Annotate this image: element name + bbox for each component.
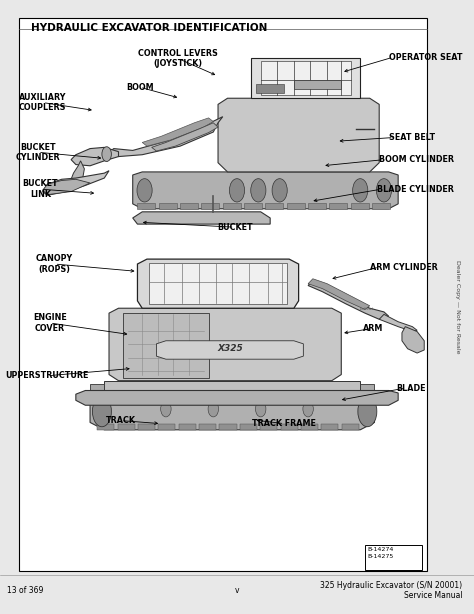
Bar [301,424,318,430]
Ellipse shape [208,401,219,417]
Text: BUCKET
CYLINDER: BUCKET CYLINDER [16,142,60,162]
Text: ARM CYLINDER: ARM CYLINDER [370,263,438,271]
Text: B-14275: B-14275 [367,554,393,559]
Bar [159,203,177,209]
Ellipse shape [376,179,392,202]
Text: BLADE CYLINDER: BLADE CYLINDER [377,185,454,193]
Bar [137,203,155,209]
Bar [329,203,347,209]
Text: v: v [235,586,239,595]
Ellipse shape [137,179,152,202]
Text: ARM: ARM [363,324,383,333]
Polygon shape [156,341,303,359]
Polygon shape [294,80,341,89]
Polygon shape [251,58,360,98]
Text: UPPERSTRUCTURE: UPPERSTRUCTURE [6,371,89,380]
Bar [256,84,284,93]
Bar [351,203,369,209]
Text: CANOPY
(ROPS): CANOPY (ROPS) [36,254,73,274]
Text: TRACK FRAME: TRACK FRAME [253,419,316,428]
Ellipse shape [353,179,368,202]
Text: ENGINE
COVER: ENGINE COVER [33,313,67,333]
Bar [97,424,114,430]
Polygon shape [71,147,118,166]
Bar [321,424,338,430]
Bar [179,424,196,430]
Text: AUXILIARY
COUPLERS: AUXILIARY COUPLERS [19,93,66,112]
Text: CONTROL LEVERS
(JOYSTICK): CONTROL LEVERS (JOYSTICK) [138,49,218,68]
Polygon shape [109,308,341,381]
Text: BUCKET: BUCKET [217,223,253,231]
Polygon shape [43,171,109,195]
Bar [138,424,155,430]
Bar [308,203,326,209]
Text: Dealer Copy — Not for Resale: Dealer Copy — Not for Resale [455,260,460,354]
Bar [158,424,175,430]
Polygon shape [308,279,370,309]
Bar [219,424,237,430]
Bar [223,203,241,209]
Ellipse shape [102,147,111,161]
Polygon shape [137,259,299,308]
Bar [260,424,277,430]
Ellipse shape [358,396,377,427]
Bar [281,424,298,430]
Text: BLADE: BLADE [396,384,425,392]
Bar [372,203,390,209]
Ellipse shape [303,401,313,417]
Ellipse shape [251,179,266,202]
Polygon shape [43,179,90,195]
Text: bobcat: bobcat [360,308,374,311]
Text: OPERATOR SEAT: OPERATOR SEAT [389,53,462,61]
Polygon shape [109,117,223,157]
Polygon shape [71,161,84,184]
Bar [287,203,305,209]
Polygon shape [133,212,270,224]
Text: 325 Hydraulic Excavator (S/N 20001)
Service Manual: 325 Hydraulic Excavator (S/N 20001) Serv… [320,581,462,600]
Polygon shape [308,281,389,319]
Bar [180,203,198,209]
Text: BOOM: BOOM [126,83,154,91]
Ellipse shape [161,401,171,417]
Polygon shape [90,394,374,430]
Bar [244,203,262,209]
Polygon shape [123,313,209,378]
Text: SEAT BELT: SEAT BELT [389,133,435,142]
Ellipse shape [255,401,266,417]
Bar [365,545,422,570]
Text: HYDRAULIC EXCAVATOR IDENTIFICATION: HYDRAULIC EXCAVATOR IDENTIFICATION [31,23,267,33]
Polygon shape [133,172,398,209]
Polygon shape [149,263,287,304]
Bar [19,18,427,571]
Text: 13 of 369: 13 of 369 [7,586,44,595]
Polygon shape [402,327,424,353]
Bar [199,424,216,430]
Bar [342,424,359,430]
Ellipse shape [92,396,111,427]
Text: BUCKET
LINK: BUCKET LINK [22,179,58,199]
Bar [201,203,219,209]
Polygon shape [104,381,360,394]
Polygon shape [261,61,351,95]
Text: B-14274: B-14274 [367,547,393,552]
Ellipse shape [272,179,287,202]
Polygon shape [218,98,379,172]
Polygon shape [152,123,218,151]
Bar [265,203,283,209]
Text: BOOM CYLINDER: BOOM CYLINDER [379,155,454,164]
Bar [240,424,257,430]
Polygon shape [142,118,213,146]
Polygon shape [90,384,104,394]
Bar [118,424,135,430]
Polygon shape [76,391,398,405]
Text: TRACK: TRACK [106,416,136,425]
Text: X325: X325 [217,344,243,353]
Polygon shape [360,384,374,394]
Ellipse shape [229,179,245,202]
Polygon shape [379,314,417,332]
